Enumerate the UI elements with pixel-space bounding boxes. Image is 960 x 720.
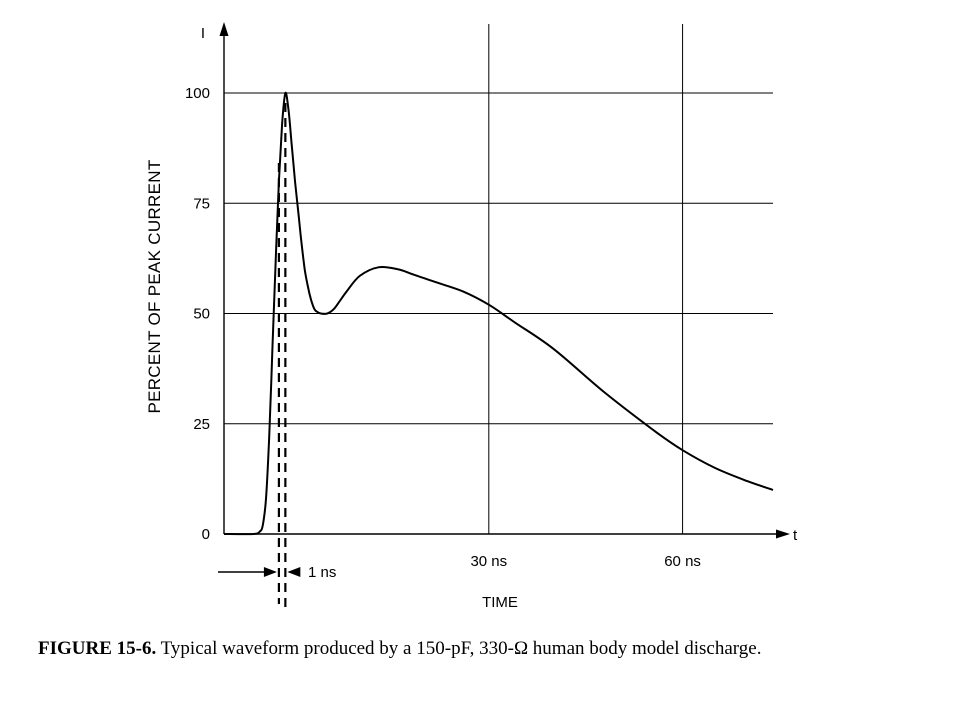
y-tick-label: 50: [193, 306, 210, 323]
y-tick-label: 0: [202, 526, 210, 543]
annotation-label: 1 ns: [308, 564, 336, 581]
y-tick-label: 75: [193, 195, 210, 212]
right-arrowhead: [287, 567, 301, 577]
x-axis-symbol: t: [793, 527, 798, 544]
y-tick-labels: 0 25 50 75 100: [185, 85, 210, 543]
x-tick-label: 60 ns: [664, 553, 701, 570]
caption-lead: FIGURE 15-6.: [38, 638, 157, 659]
axes: [219, 22, 790, 539]
x-axis-arrowhead: [776, 529, 790, 539]
y-tick-label: 100: [185, 85, 210, 102]
y-axis-label: PERCENT OF PEAK CURRENT: [145, 159, 164, 413]
waveform-chart: 0 25 50 75 100 30 ns 60 ns 1 ns PERCENT OF PE…: [145, 22, 798, 611]
x-axis-label: TIME: [482, 594, 518, 611]
caption-text: Typical waveform produced by a 150-pF, 3…: [156, 638, 762, 659]
y-tick-label: 25: [193, 416, 210, 433]
grid: [224, 24, 773, 534]
figure-caption: FIGURE 15-6. Typical waveform produced b…: [38, 636, 908, 661]
waveform-line: [223, 91, 774, 536]
series: [223, 91, 774, 536]
x-tick-label: 30 ns: [470, 553, 507, 570]
y-axis-arrowhead: [219, 22, 229, 36]
pulse-width-annotation: 1 ns: [218, 103, 336, 610]
y-axis-symbol: I: [201, 25, 205, 42]
left-arrowhead: [263, 567, 277, 577]
x-tick-labels: 30 ns 60 ns: [470, 553, 700, 570]
